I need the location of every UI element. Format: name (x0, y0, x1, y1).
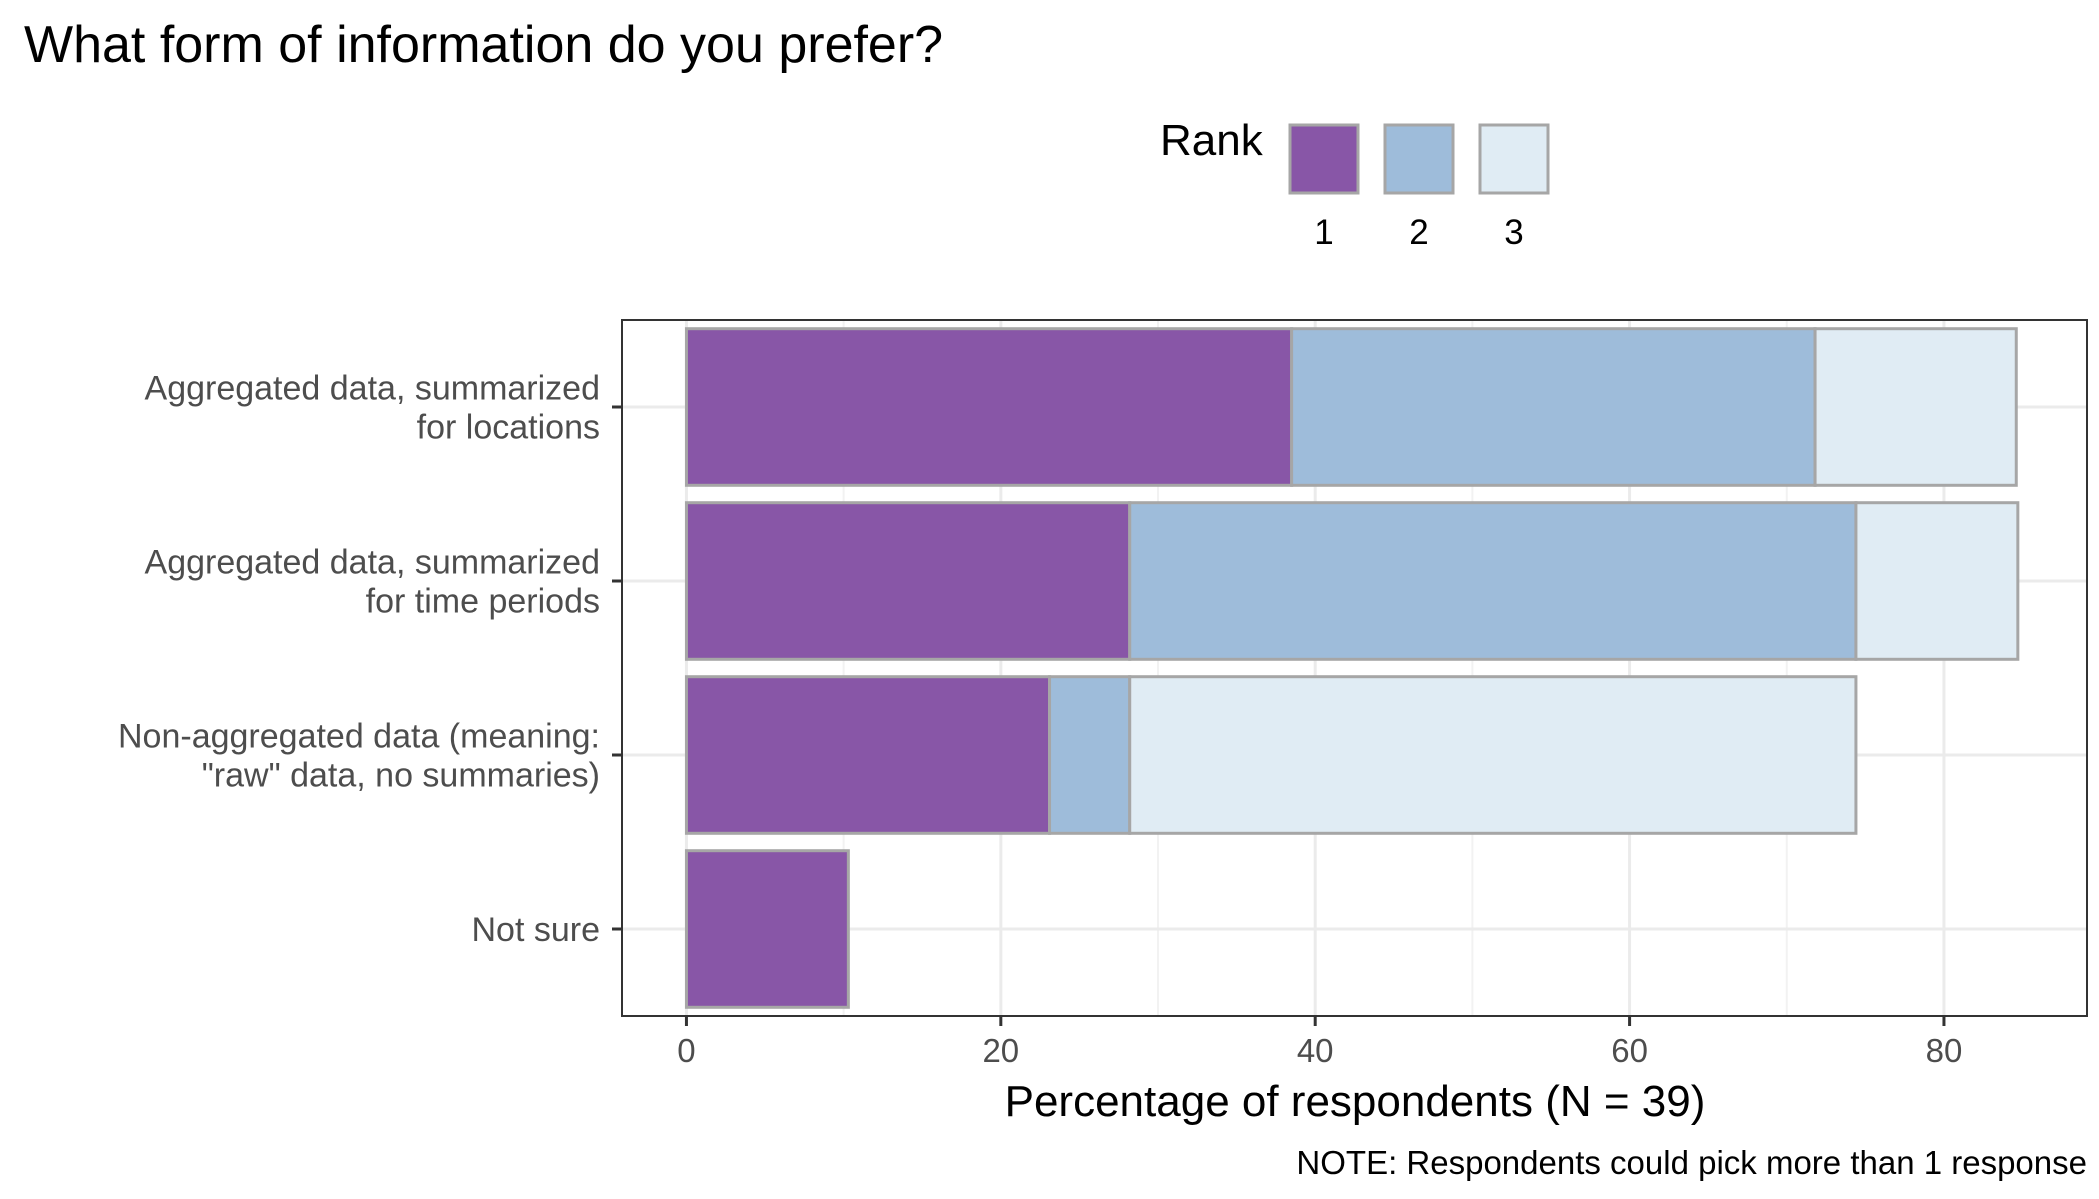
bars (684, 327, 2020, 1009)
x-tick-label: 80 (1926, 1032, 1963, 1069)
legend-label: 3 (1504, 213, 1523, 252)
bar-segment-rank-3 (1128, 675, 1858, 835)
bar-segment-rank-1 (684, 327, 1294, 487)
category-label: for time periods (366, 583, 600, 621)
legend-label: 2 (1409, 213, 1428, 252)
caption: NOTE: Respondents could pick more than 1… (1296, 1144, 2087, 1181)
bar-segment-rank-1 (684, 675, 1052, 835)
bar-segment-rank-1 (684, 849, 850, 1009)
bar-segment-rank-1 (684, 501, 1132, 661)
legend-key-rank-1 (1288, 123, 1360, 195)
category-label: Aggregated data, summarized (145, 370, 600, 408)
panel-border (621, 319, 2088, 1017)
legend: Rank 1 2 3 (1160, 116, 1550, 252)
bar-segment-rank-2 (1290, 327, 1817, 487)
x-axis-title: Percentage of respondents (N = 39) (1005, 1077, 1706, 1126)
category-label: Not sure (472, 911, 601, 949)
x-tick-label: 40 (1297, 1032, 1334, 1069)
bar-segment-rank-3 (1813, 327, 2018, 487)
legend-title: Rank (1160, 116, 1264, 165)
category-label: for locations (417, 409, 600, 447)
bar-segment-rank-3 (1854, 501, 2020, 661)
category-label: Aggregated data, summarized (145, 544, 600, 582)
chart-title: What form of information do you prefer? (24, 16, 943, 74)
bar-segment-rank-2 (1128, 501, 1858, 661)
legend-key-rank-3 (1478, 123, 1550, 195)
x-tick-label: 0 (677, 1032, 695, 1069)
x-tick-label: 60 (1611, 1032, 1648, 1069)
legend-label: 1 (1314, 213, 1333, 252)
bar-segment-rank-2 (1048, 675, 1132, 835)
x-axis: 0 20 40 60 80 (677, 1016, 1962, 1069)
legend-key-rank-2 (1383, 123, 1455, 195)
category-label: Non-aggregated data (meaning: (118, 718, 600, 756)
x-tick-label: 20 (982, 1032, 1019, 1069)
category-label: "raw" data, no summaries) (202, 757, 600, 795)
